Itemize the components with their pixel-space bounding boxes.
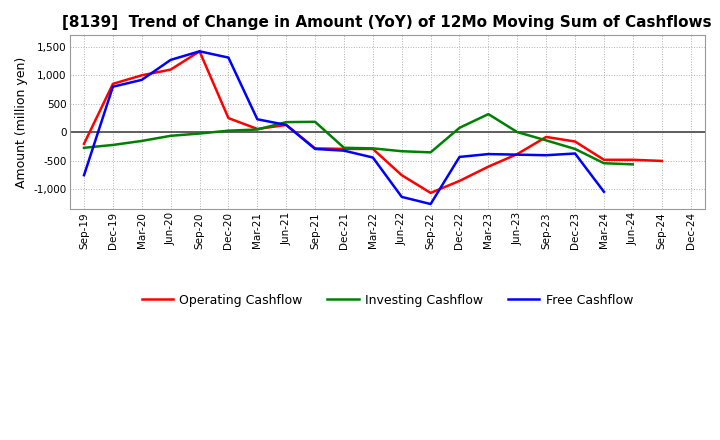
Operating Cashflow bbox=[80, 141, 89, 147]
Investing Cashflow bbox=[455, 125, 464, 130]
Free Cashflow bbox=[455, 154, 464, 160]
Investing Cashflow bbox=[109, 142, 117, 147]
Investing Cashflow bbox=[484, 111, 492, 117]
Investing Cashflow bbox=[138, 138, 146, 143]
Investing Cashflow bbox=[426, 150, 435, 155]
Operating Cashflow bbox=[484, 164, 492, 169]
Y-axis label: Amount (million yen): Amount (million yen) bbox=[15, 57, 28, 188]
Operating Cashflow bbox=[340, 146, 348, 151]
Investing Cashflow bbox=[542, 138, 551, 143]
Investing Cashflow bbox=[513, 129, 521, 135]
Investing Cashflow bbox=[282, 120, 291, 125]
Operating Cashflow bbox=[166, 67, 175, 72]
Free Cashflow bbox=[166, 57, 175, 62]
Operating Cashflow bbox=[109, 81, 117, 87]
Operating Cashflow bbox=[455, 178, 464, 183]
Free Cashflow bbox=[600, 189, 608, 194]
Free Cashflow bbox=[571, 151, 580, 156]
Operating Cashflow bbox=[426, 190, 435, 195]
Investing Cashflow bbox=[397, 149, 406, 154]
Free Cashflow bbox=[282, 122, 291, 128]
Free Cashflow bbox=[138, 77, 146, 83]
Investing Cashflow bbox=[311, 119, 320, 125]
Title: [8139]  Trend of Change in Amount (YoY) of 12Mo Moving Sum of Cashflows: [8139] Trend of Change in Amount (YoY) o… bbox=[63, 15, 712, 30]
Investing Cashflow bbox=[369, 146, 377, 151]
Free Cashflow bbox=[542, 153, 551, 158]
Operating Cashflow bbox=[513, 151, 521, 157]
Operating Cashflow bbox=[369, 146, 377, 151]
Free Cashflow bbox=[513, 152, 521, 157]
Legend: Operating Cashflow, Investing Cashflow, Free Cashflow: Operating Cashflow, Investing Cashflow, … bbox=[137, 289, 638, 312]
Free Cashflow bbox=[109, 84, 117, 89]
Investing Cashflow bbox=[80, 145, 89, 150]
Operating Cashflow bbox=[571, 139, 580, 144]
Free Cashflow bbox=[484, 151, 492, 157]
Investing Cashflow bbox=[166, 133, 175, 139]
Investing Cashflow bbox=[571, 146, 580, 151]
Free Cashflow bbox=[80, 172, 89, 178]
Free Cashflow bbox=[397, 194, 406, 199]
Operating Cashflow bbox=[311, 146, 320, 151]
Free Cashflow bbox=[224, 55, 233, 60]
Investing Cashflow bbox=[340, 145, 348, 150]
Free Cashflow bbox=[195, 49, 204, 54]
Operating Cashflow bbox=[629, 157, 637, 162]
Operating Cashflow bbox=[224, 115, 233, 121]
Investing Cashflow bbox=[224, 128, 233, 133]
Free Cashflow bbox=[426, 202, 435, 207]
Operating Cashflow bbox=[600, 157, 608, 162]
Operating Cashflow bbox=[397, 172, 406, 178]
Operating Cashflow bbox=[195, 49, 204, 54]
Free Cashflow bbox=[340, 148, 348, 153]
Free Cashflow bbox=[253, 117, 261, 122]
Investing Cashflow bbox=[195, 131, 204, 136]
Investing Cashflow bbox=[629, 162, 637, 167]
Line: Free Cashflow: Free Cashflow bbox=[84, 51, 604, 204]
Operating Cashflow bbox=[138, 73, 146, 78]
Operating Cashflow bbox=[542, 134, 551, 139]
Free Cashflow bbox=[369, 155, 377, 160]
Investing Cashflow bbox=[600, 161, 608, 166]
Investing Cashflow bbox=[253, 127, 261, 132]
Line: Operating Cashflow: Operating Cashflow bbox=[84, 51, 662, 193]
Operating Cashflow bbox=[253, 126, 261, 132]
Line: Investing Cashflow: Investing Cashflow bbox=[84, 114, 633, 165]
Free Cashflow bbox=[311, 146, 320, 151]
Operating Cashflow bbox=[657, 158, 666, 164]
Operating Cashflow bbox=[282, 122, 291, 128]
